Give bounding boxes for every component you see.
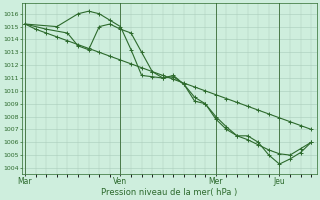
X-axis label: Pression niveau de la mer( hPa ): Pression niveau de la mer( hPa )	[101, 188, 237, 197]
